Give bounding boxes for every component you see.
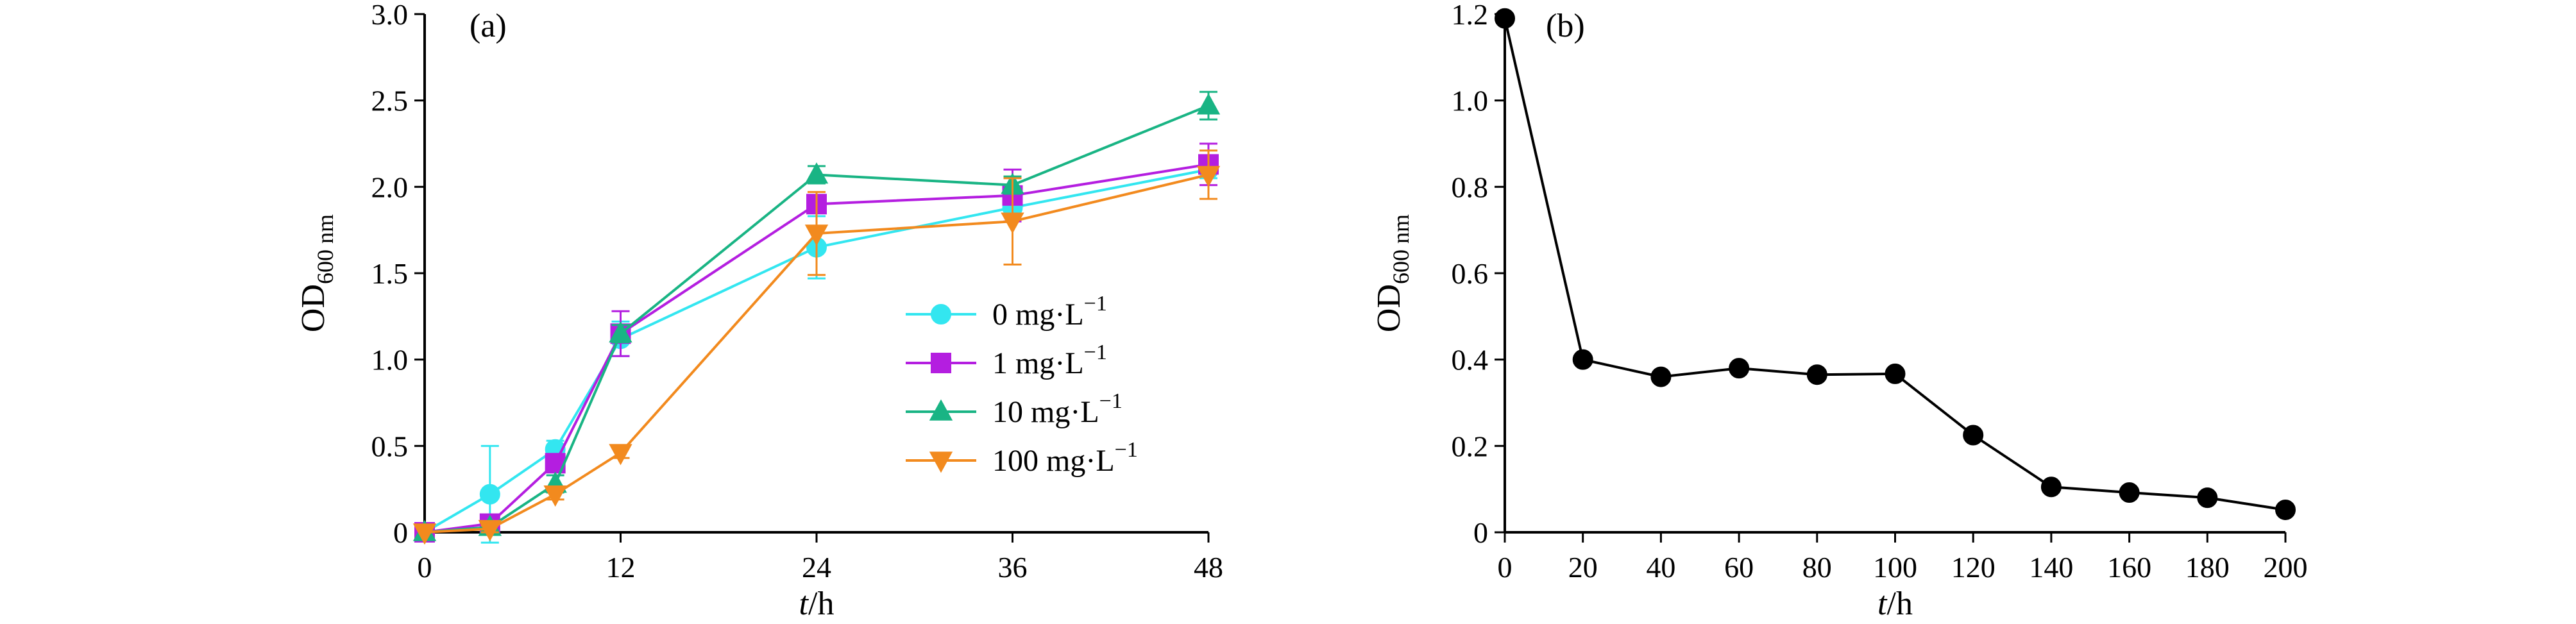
x-tick-label: 12	[606, 551, 636, 584]
y-tick-label: 0.2	[1452, 430, 1489, 462]
y-tick-label: 1.0	[1452, 85, 1489, 117]
data-point	[1196, 93, 1221, 115]
data-point	[1572, 349, 1593, 370]
x-axis-title-var: t	[799, 586, 809, 621]
panel-b: 0 0.2 0.4 0.6 0.8 1.0 1.2 0 20 40 60 80 100 120 140 160…	[1371, 0, 2308, 622]
series-0	[1495, 8, 2296, 520]
x-tick-label: 60	[1724, 551, 1754, 584]
x-tick-label: 20	[1568, 551, 1598, 584]
data-point	[1650, 366, 1672, 387]
series-3	[412, 149, 1221, 545]
x-tick-label: 48	[1194, 551, 1223, 584]
x-tick-label: 80	[1802, 551, 1832, 584]
x-axis-title: t/h	[1877, 586, 1913, 621]
series-line	[1504, 18, 2286, 511]
data-point	[543, 485, 567, 507]
data-point	[2197, 487, 2218, 509]
x-axis-title-unit: /h	[1887, 586, 1913, 621]
x-axis-title-unit: /h	[808, 586, 834, 621]
y-tick-label: 1.0	[371, 344, 409, 376]
x-tick-label: 24	[802, 551, 831, 584]
y-tick-label: 0.4	[1452, 344, 1489, 376]
data-point	[804, 224, 829, 246]
legend-label-main: 1 mg·L	[992, 346, 1084, 380]
y-tick-label: 0.8	[1452, 171, 1489, 203]
y-tick-label: 2.5	[371, 85, 409, 117]
x-tick-label: 160	[2107, 551, 2151, 584]
y-axis-title-sub: 600 nm	[312, 214, 338, 284]
x-tick-label: 180	[2185, 551, 2230, 584]
legend-label: 10 mg·L−1	[992, 389, 1123, 429]
legend-label-main: 10 mg·L	[992, 395, 1099, 429]
legend-label-sup: −1	[1115, 438, 1138, 462]
x-axis-title-var: t	[1877, 586, 1888, 621]
legend-label-main: 100 mg·L	[992, 444, 1115, 478]
legend-label-sup: −1	[1084, 292, 1107, 316]
data-point	[609, 444, 632, 466]
y-tick-label: 1.5	[371, 257, 409, 290]
y-tick-label: 0	[1473, 516, 1488, 549]
panel-label: (b)	[1546, 8, 1585, 44]
x-tick-label: 40	[1646, 551, 1675, 584]
data-point	[1495, 8, 1515, 29]
x-tick-label: 0	[1498, 551, 1513, 584]
x-tick-label: 0	[418, 551, 432, 584]
data-point	[804, 162, 829, 184]
y-axis-title-main: OD	[295, 284, 332, 332]
y-tick-label: 0.5	[371, 430, 409, 462]
data-point	[1885, 363, 1906, 384]
y-axis-title: OD600 nm	[295, 214, 338, 332]
data-point	[609, 321, 632, 343]
y-tick-label: 0	[393, 516, 408, 549]
legend-swatch-marker	[931, 353, 951, 373]
legend-swatch-marker	[929, 399, 953, 421]
x-tick-label: 200	[2264, 551, 2308, 584]
y-axis-title-main: OD	[1371, 284, 1407, 332]
y-tick-label: 2.0	[371, 171, 409, 203]
data-point	[479, 484, 500, 505]
data-point	[2275, 499, 2296, 520]
panel-label: (a)	[470, 8, 507, 44]
data-point	[1806, 364, 1827, 385]
data-point	[1963, 425, 1984, 446]
y-tick-label: 3.0	[371, 0, 409, 31]
data-point	[1001, 212, 1024, 234]
data-point	[2040, 476, 2062, 498]
y-tick-label: 1.2	[1452, 0, 1489, 31]
data-point	[2119, 482, 2140, 503]
x-axis-title: t/h	[799, 586, 835, 621]
x-tick-label: 100	[1873, 551, 1917, 584]
legend-label: 100 mg·L−1	[992, 438, 1138, 478]
legend-label-main: 0 mg·L	[992, 298, 1084, 332]
x-tick-label: 36	[998, 551, 1028, 584]
data-point	[478, 519, 502, 541]
y-axis-title-sub: 600 nm	[1388, 214, 1414, 284]
legend-label: 1 mg·L−1	[992, 341, 1107, 380]
y-tick-label: 0.6	[1452, 257, 1489, 290]
data-point	[412, 523, 437, 545]
panel-a: 0 0.5 1.0 1.5 2.0 2.5 3.0 0 12 24 36 48 OD600 nm t/h (…	[295, 0, 1223, 622]
legend-swatch-marker	[929, 451, 953, 473]
x-tick-label: 140	[2029, 551, 2073, 584]
data-point	[1196, 165, 1221, 187]
y-axis-title: OD600 nm	[1371, 214, 1414, 332]
data-point	[1729, 358, 1750, 379]
legend-label: 0 mg·L−1	[992, 292, 1107, 332]
x-tick-label: 120	[1951, 551, 1996, 584]
legend-label-sup: −1	[1084, 341, 1107, 364]
legend-swatch-marker	[931, 304, 951, 325]
legend-label-sup: −1	[1099, 389, 1123, 413]
